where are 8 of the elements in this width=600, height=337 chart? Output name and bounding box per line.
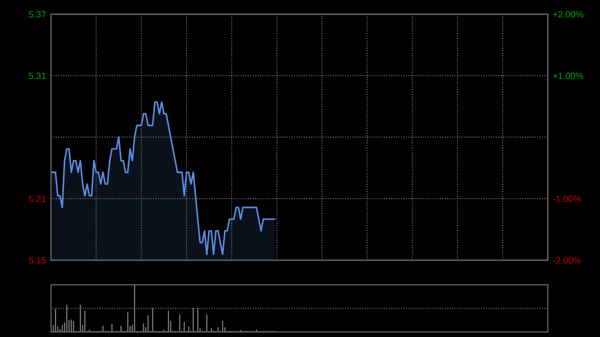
y-tick-label: 5.21 <box>28 196 46 202</box>
y-tick-label: 5.15 <box>28 257 46 264</box>
y2-tick-label: +1.00% <box>553 72 584 80</box>
y2-tick-label: -1.00% <box>553 196 581 202</box>
y2-tick-label: +2.00% <box>553 11 584 18</box>
y2-tick-label: -2.00% <box>553 257 581 264</box>
y-tick-label: 5.37 <box>28 11 46 18</box>
y-tick-label: 5.31 <box>28 72 46 80</box>
